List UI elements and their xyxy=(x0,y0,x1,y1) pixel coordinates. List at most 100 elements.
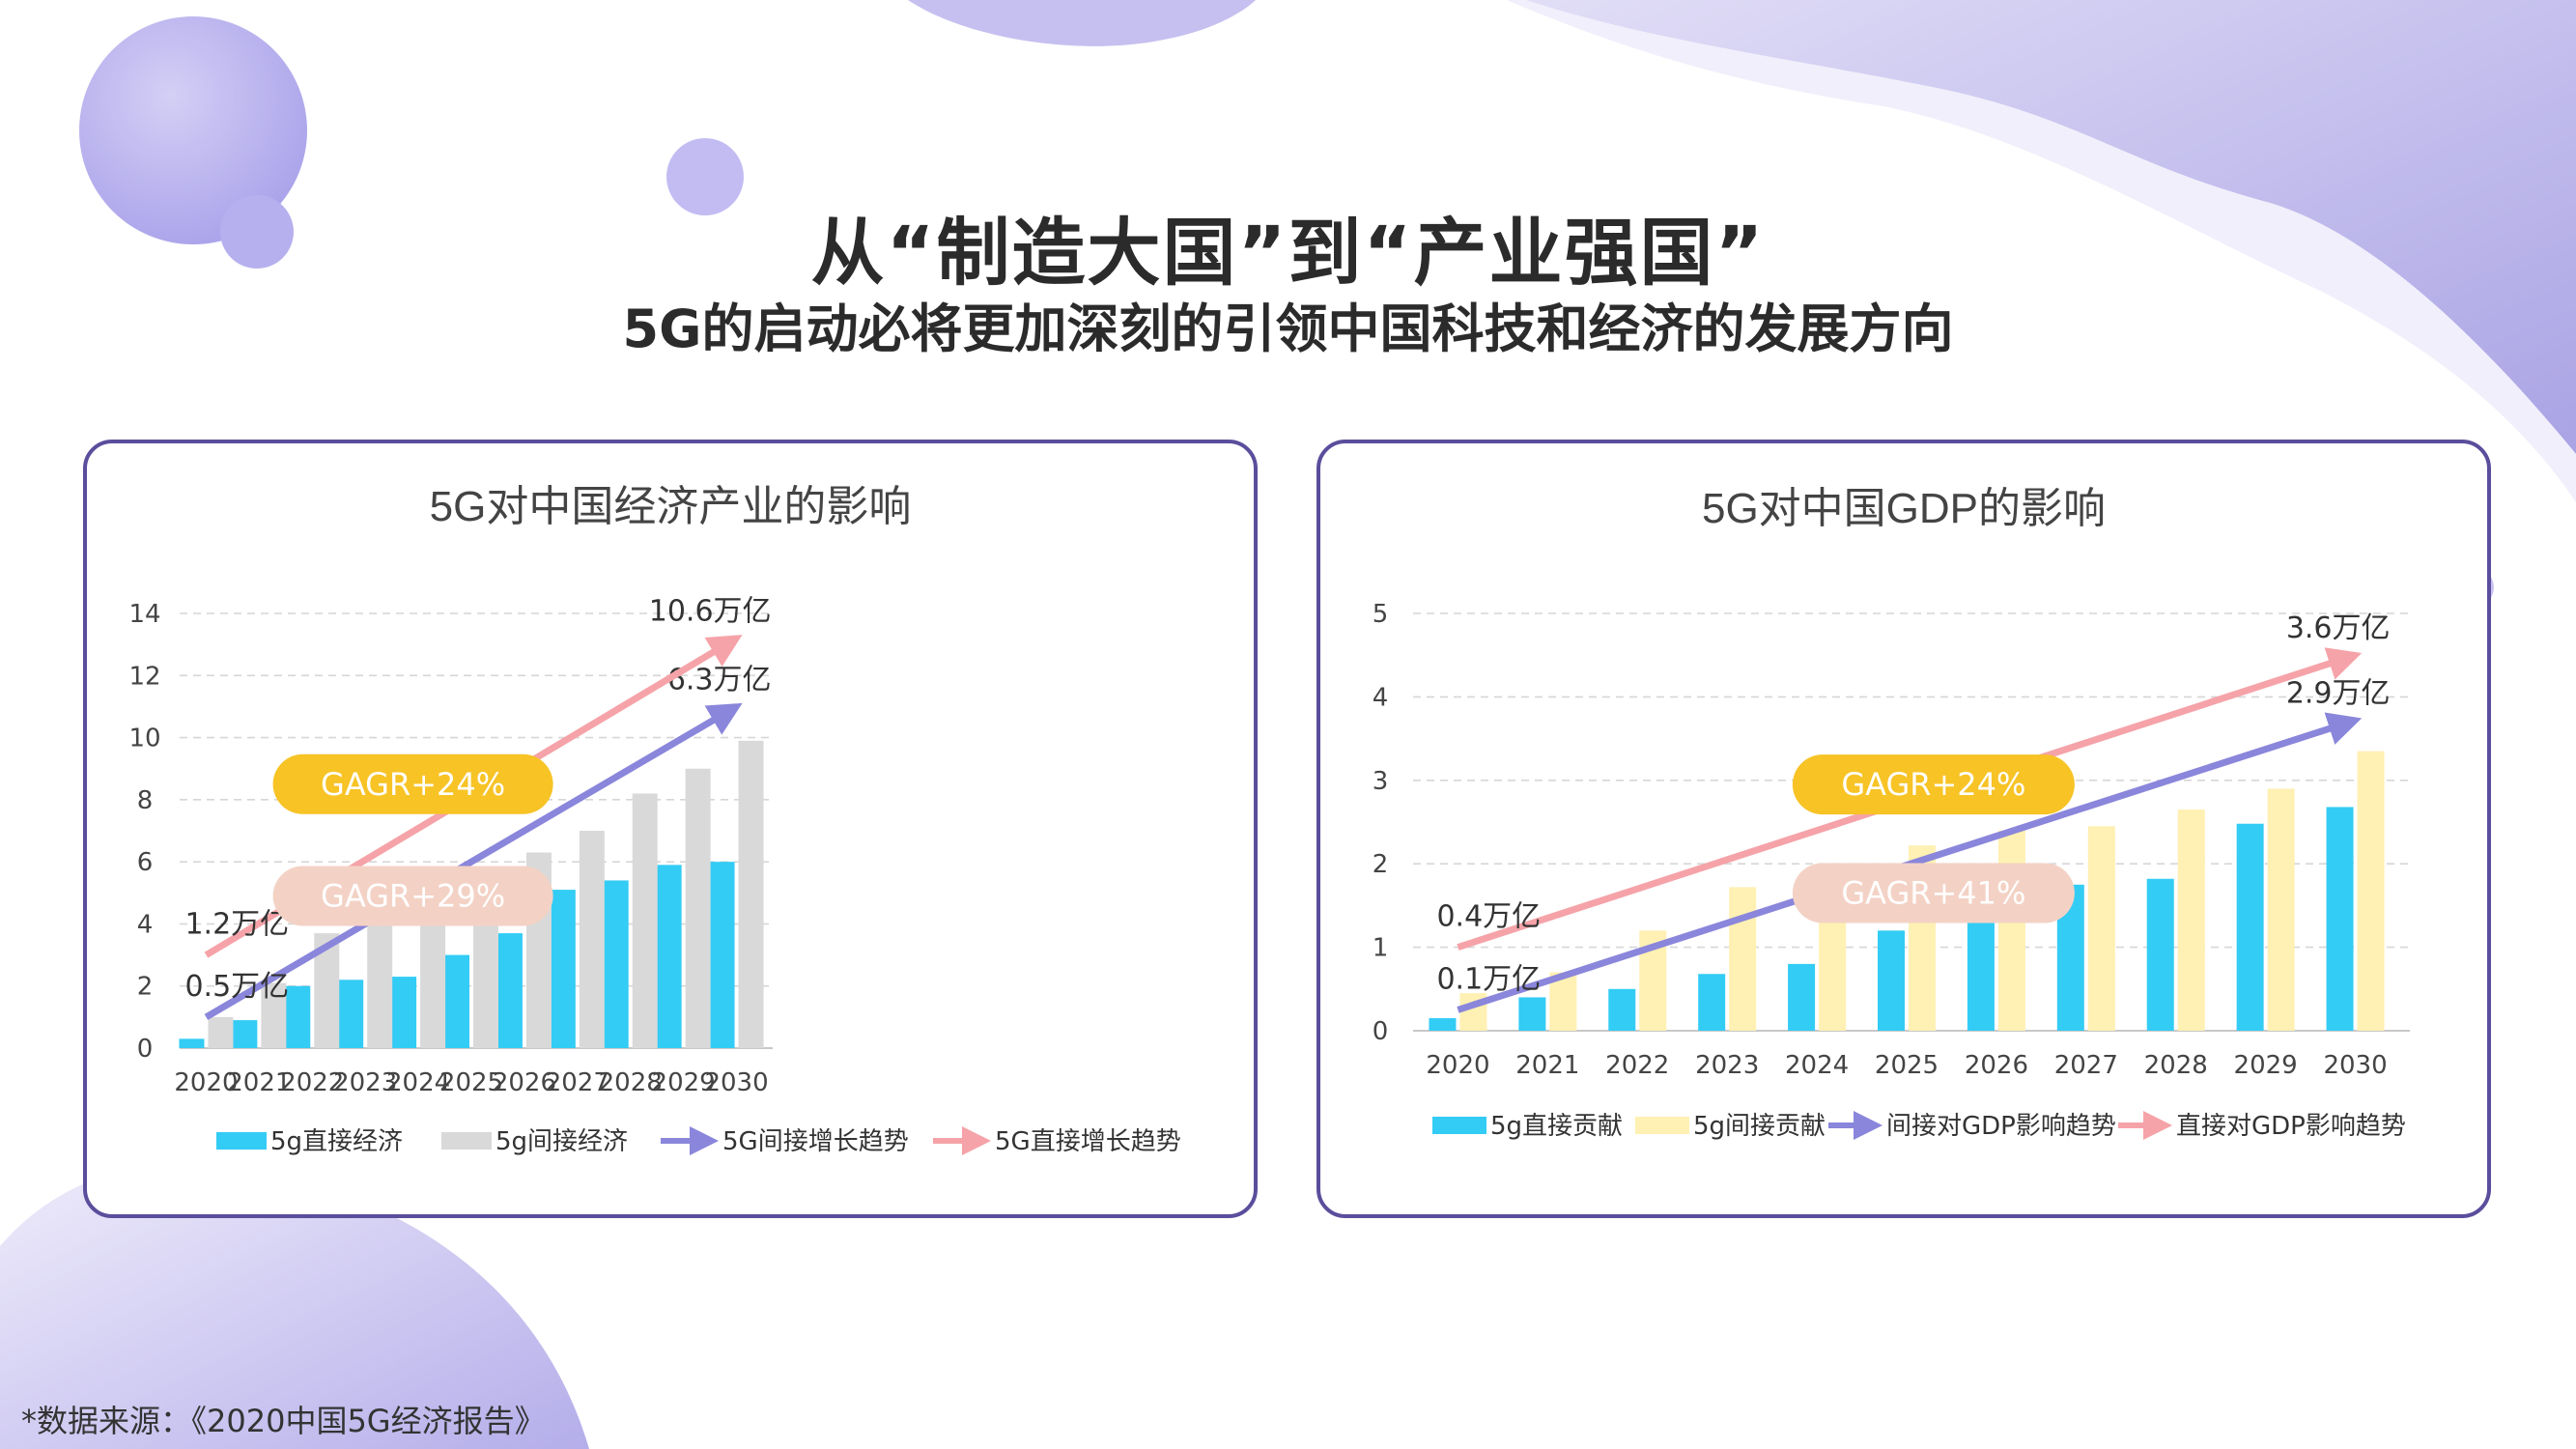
legend-label: 5g直接贡献 xyxy=(1490,1112,1623,1141)
legend-label: 5g间接贡献 xyxy=(1693,1112,1826,1141)
y-tick-label: 4 xyxy=(1373,683,1389,712)
bar-direct xyxy=(1698,974,1726,1031)
bar-direct xyxy=(232,1020,258,1048)
bubble-large xyxy=(79,16,307,244)
bar-direct xyxy=(1878,930,1905,1031)
bar-direct xyxy=(603,880,629,1048)
bar-indirect xyxy=(1729,887,1757,1031)
y-tick-label: 6 xyxy=(137,848,154,877)
trend-start-label: 0.1万亿 xyxy=(1436,962,1541,996)
gdp-impact-chart: 5G对中国GDP的影响 0 1 2 3 4 5 2020 2021 2022 2023 2024 202… xyxy=(1373,485,2410,1141)
x-tick-label: 2028 xyxy=(599,1068,663,1097)
y-tick-label: 3 xyxy=(1373,767,1389,796)
bubble-small-left xyxy=(220,195,294,269)
legend-swatch xyxy=(1432,1117,1486,1134)
bar-indirect xyxy=(420,911,446,1048)
data-source-footnote: *数据来源：《2020中国5G经济报告》 xyxy=(21,1403,546,1439)
x-tick-label: 2020 xyxy=(174,1068,238,1097)
chart-title: 5G对中国GDP的影响 xyxy=(1702,485,2106,532)
bar-direct xyxy=(1608,988,1636,1031)
y-tick-label: 4 xyxy=(137,910,154,939)
bar-direct xyxy=(1518,997,1546,1031)
bar-direct xyxy=(709,862,735,1048)
x-tick-label: 2024 xyxy=(386,1068,450,1097)
legend-label: 5g直接经济 xyxy=(270,1127,403,1156)
x-tick-label: 2027 xyxy=(546,1068,609,1097)
bar-indirect xyxy=(261,982,287,1048)
bar-direct xyxy=(1788,963,1816,1031)
economy-impact-chart: 5G对中国经济产业的影响0246810121420202021202220232… xyxy=(128,483,1181,1156)
trend-end-label: 10.6万亿 xyxy=(649,595,772,629)
bar-indirect xyxy=(2267,788,2295,1031)
x-tick-label: 2021 xyxy=(227,1068,291,1097)
trend-start-label: 1.2万亿 xyxy=(184,908,289,942)
bar-direct xyxy=(285,985,311,1048)
x-tick-label: 2025 xyxy=(1875,1051,1939,1080)
x-tick-label: 2030 xyxy=(2323,1051,2387,1080)
gdp-chart-panel: 5G对中国GDP的影响 0 1 2 3 4 5 2020 2021 2022 2023 2024 202… xyxy=(1316,440,2491,1218)
gagr-badge-label: GAGR+29% xyxy=(321,878,505,915)
y-tick-label: 0 xyxy=(1373,1017,1389,1046)
bottom-left-blob xyxy=(0,1162,589,1449)
x-tick-label: 2021 xyxy=(1515,1051,1579,1080)
trend-start-label: 0.5万亿 xyxy=(184,970,289,1004)
bar-indirect xyxy=(685,768,711,1048)
trend-end-label: 2.9万亿 xyxy=(2286,677,2391,711)
bar-indirect xyxy=(1997,830,2025,1031)
bar-direct xyxy=(1967,918,1995,1031)
bar-direct xyxy=(2236,823,2264,1031)
y-tick-label: 2 xyxy=(137,973,154,1002)
legend-label: 5G直接增长趋势 xyxy=(995,1127,1181,1156)
bar-indirect xyxy=(579,831,605,1048)
bar-direct xyxy=(2146,878,2174,1031)
bubble-small-center xyxy=(666,138,744,215)
y-tick-label: 2 xyxy=(1373,850,1389,879)
legend-label: 5G间接增长趋势 xyxy=(722,1127,909,1156)
bar-direct xyxy=(444,954,469,1048)
x-tick-label: 2026 xyxy=(1965,1051,2028,1080)
bar-direct xyxy=(656,865,682,1048)
bar-direct xyxy=(391,977,417,1048)
legend-swatch xyxy=(441,1132,492,1150)
y-tick-label: 12 xyxy=(128,662,160,691)
gagr-badge-label: GAGR+41% xyxy=(1841,874,2025,911)
bar-direct xyxy=(2326,807,2354,1031)
bar-direct xyxy=(179,1038,205,1048)
bar-direct xyxy=(338,980,364,1048)
bar-indirect xyxy=(2357,751,2385,1031)
bar-indirect xyxy=(208,1016,234,1048)
x-tick-label: 2029 xyxy=(2234,1051,2298,1080)
x-tick-label: 2028 xyxy=(2144,1051,2208,1080)
gagr-badge xyxy=(1792,754,2075,815)
gagr-badge-label: GAGR+24% xyxy=(1841,766,2025,803)
x-tick-label: 2022 xyxy=(1605,1051,1669,1080)
bar-indirect xyxy=(632,793,658,1048)
chart-title: 5G对中国经济产业的影响 xyxy=(430,483,912,530)
trend-end-label: 3.6万亿 xyxy=(2286,611,2391,645)
x-tick-label: 2020 xyxy=(1426,1051,1489,1080)
y-tick-label: 0 xyxy=(137,1035,154,1064)
page-title: 从“制造大国”到“产业强国” xyxy=(810,210,1766,296)
legend-label: 直接对GDP影响趋势 xyxy=(2176,1112,2406,1141)
bar-direct xyxy=(550,890,576,1048)
trend-start-label: 0.4万亿 xyxy=(1436,900,1541,934)
x-tick-label: 2023 xyxy=(1695,1051,1759,1080)
y-tick-label: 10 xyxy=(128,724,160,753)
x-tick-label: 2025 xyxy=(439,1068,503,1097)
trend-arrow xyxy=(204,702,743,1020)
x-tick-label: 2023 xyxy=(333,1068,397,1097)
y-tick-label: 5 xyxy=(1373,600,1389,629)
bar-indirect xyxy=(738,740,764,1048)
top-right-wave-light xyxy=(1507,0,2576,502)
y-tick-label: 1 xyxy=(1373,934,1389,963)
x-tick-label: 2030 xyxy=(704,1068,768,1097)
page-subtitle: 5G的启动必将更加深刻的引领中国科技和经济的发展方向 xyxy=(622,298,1954,359)
y-tick-label: 14 xyxy=(128,600,160,629)
x-tick-label: 2029 xyxy=(652,1068,716,1097)
legend-swatch xyxy=(216,1132,267,1150)
bar-direct xyxy=(496,933,523,1048)
gagr-badge xyxy=(272,866,553,926)
gagr-badge xyxy=(1792,863,2075,923)
bar-direct xyxy=(1429,1018,1457,1031)
